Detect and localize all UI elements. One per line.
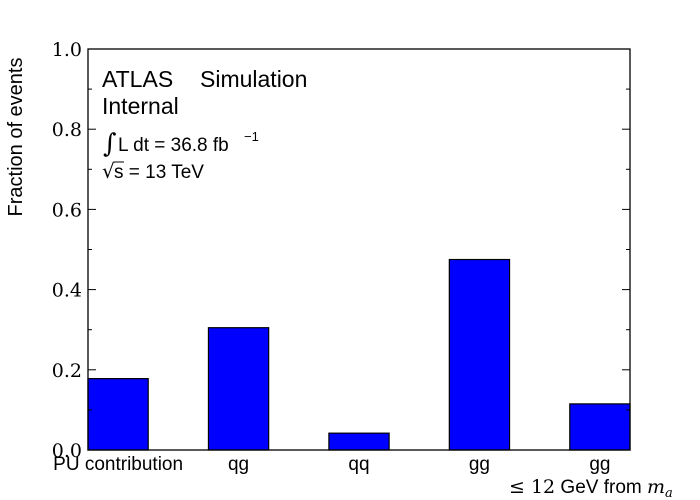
y-tick-label-0: 0.0 [52,440,82,462]
x-note-prefix: ≤ 12 [509,476,555,498]
y-tick-label-5: 1.0 [52,39,82,61]
x-note-m: m [647,476,665,498]
bar-0 [87,378,149,451]
bar-1 [207,327,270,451]
x-tick-label-0: PU contribution [53,454,183,475]
y-tick-label-2: 0.4 [52,280,82,302]
bars-group [87,258,631,451]
y-tick-label-3: 0.6 [52,199,82,221]
atlas-label: ATLAS [102,66,173,92]
simulation-label: Simulation [200,66,307,92]
y-axis-label: Fraction of events [5,58,27,217]
x-tick-label-1: qg [228,454,249,475]
bar-4 [569,403,631,451]
x-tick-label-4: gg [589,454,610,475]
plot-frame [87,48,631,451]
x-tick-labels-group: PU contribution qg qq gg gg [53,454,610,475]
bar-3 [448,258,511,451]
x-axis-note: ≤ 12 GeV from ma [509,476,673,500]
y-tick-label-4: 0.8 [52,119,82,141]
x-tick-label-3: gg [469,454,490,475]
x-tick-label-2: qq [348,454,369,475]
y-tick-label-1: 0.2 [52,360,82,382]
luminosity-label: L dt = 36.8 fb [118,135,229,156]
luminosity-exponent: −1 [244,129,259,144]
energy-label: s = 13 TeV [114,162,204,183]
x-note-sub: a [665,486,673,500]
internal-label: Internal [102,93,179,119]
x-note-mid: GeV from [555,477,647,498]
integral-symbol: ∫ [103,129,117,159]
y-ticks-group: 0.0 0.2 0.4 0.6 0.8 1.0 [52,39,630,462]
bar-2 [328,432,390,451]
sqrt-symbol: √ [102,159,115,183]
